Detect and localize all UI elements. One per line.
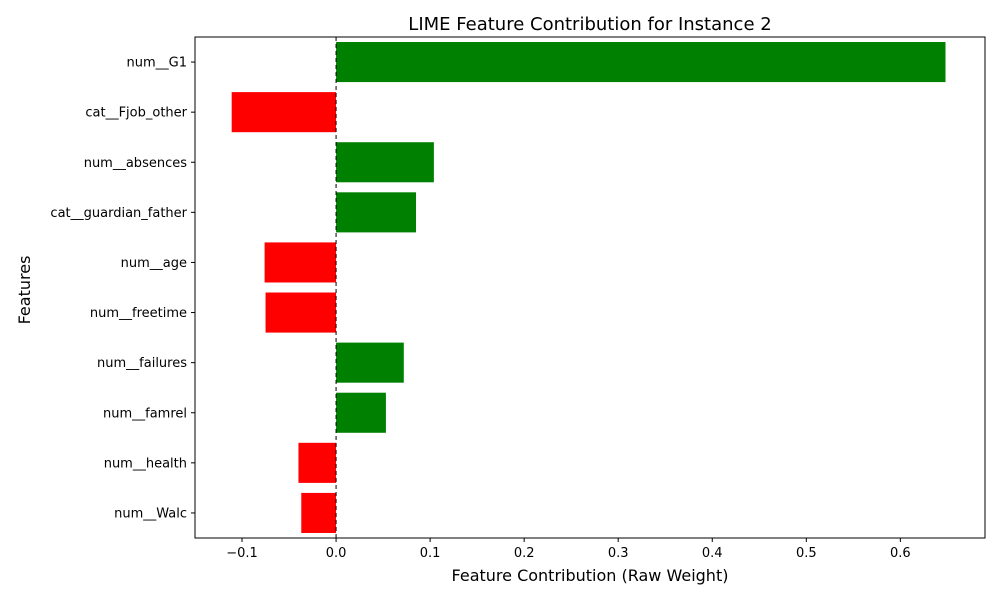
y-tick-label: num__freetime xyxy=(90,306,187,321)
bar-num__age xyxy=(264,242,337,283)
x-tick-label: 0.2 xyxy=(514,546,535,561)
y-tick-label: num__G1 xyxy=(127,56,188,71)
x-tick-label: 0.6 xyxy=(890,546,911,561)
bar-num__health xyxy=(298,442,337,483)
y-tick-label: num__age xyxy=(121,256,187,271)
bar-num__famrel xyxy=(336,392,386,433)
y-tick-label: num__absences xyxy=(84,156,188,171)
x-tick-label: 0.5 xyxy=(796,546,817,561)
x-tick-label: 0.3 xyxy=(608,546,629,561)
x-tick-label: 0.0 xyxy=(326,546,347,561)
x-axis-title: Feature Contribution (Raw Weight) xyxy=(452,566,729,585)
chart-title: LIME Feature Contribution for Instance 2 xyxy=(408,14,771,35)
y-tick-label: num__failures xyxy=(97,356,187,371)
plot-area: num__G1 cat__Fjob_other num__absences cat__… xyxy=(50,36,986,561)
y-tick-label: cat__guardian_father xyxy=(50,206,187,221)
bar-num__failures xyxy=(336,342,404,383)
axes-frame xyxy=(194,36,986,539)
y-tick-label: num__famrel xyxy=(103,406,187,421)
x-tick-label: −0.1 xyxy=(226,546,258,561)
y-axis-title: Features xyxy=(15,256,34,325)
bar-num__freetime xyxy=(265,292,337,333)
x-tick-label: 0.1 xyxy=(420,546,441,561)
bar-num__Walc xyxy=(301,492,337,533)
y-tick-label: num__health xyxy=(104,456,187,471)
bar-num__G1 xyxy=(336,42,946,83)
y-tick-label: cat__Fjob_other xyxy=(85,106,187,121)
x-tick-label: 0.4 xyxy=(702,546,723,561)
bar-num__absences xyxy=(336,142,434,183)
bar-cat__Fjob_other xyxy=(231,92,337,133)
y-tick-label: num__Walc xyxy=(114,506,187,521)
bar-cat__guardian_father xyxy=(336,192,417,233)
